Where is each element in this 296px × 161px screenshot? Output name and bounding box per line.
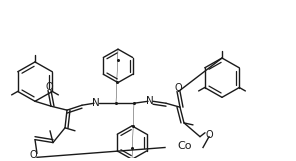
Text: O: O — [205, 130, 213, 140]
Text: N: N — [92, 98, 100, 108]
Text: O: O — [175, 83, 182, 93]
Text: Co: Co — [178, 141, 192, 151]
Text: O: O — [46, 81, 53, 92]
Text: O: O — [29, 150, 37, 160]
Text: N: N — [146, 96, 154, 106]
